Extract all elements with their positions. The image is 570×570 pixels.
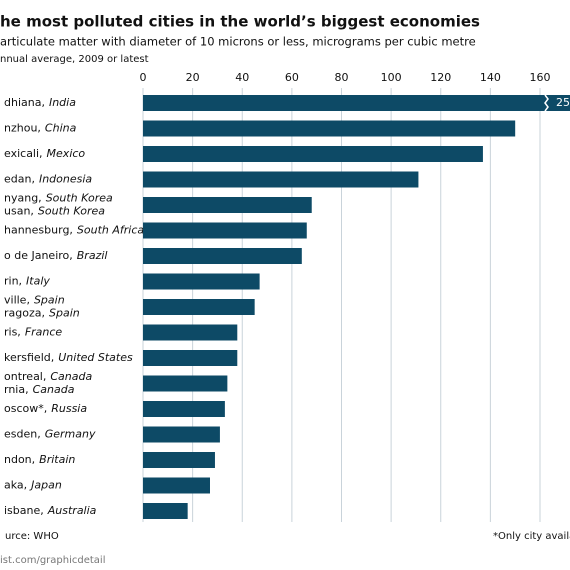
category-label: oscow*, Russia	[4, 402, 87, 415]
category-label: ontreal, Canada	[4, 370, 92, 383]
x-tick-label: 140	[480, 71, 501, 84]
city: rnia,	[4, 383, 29, 396]
city: ragoza,	[4, 307, 45, 320]
country: China	[45, 122, 77, 135]
bar	[143, 120, 516, 137]
country: India	[49, 96, 76, 109]
city: ris,	[4, 326, 21, 339]
city: nyang,	[4, 192, 42, 205]
category-label: hannesburg, South Africa	[4, 224, 144, 237]
bar	[143, 426, 220, 443]
bar	[143, 503, 188, 519]
bar	[143, 273, 260, 290]
country: South Korea	[46, 192, 113, 205]
x-tick-label: 160	[530, 71, 551, 84]
category-label: usan, South Korea	[4, 205, 105, 218]
category-label: ris, France	[4, 326, 62, 339]
category-label: aka, Japan	[4, 479, 62, 492]
country: Britain	[39, 453, 75, 466]
city: usan,	[4, 205, 34, 218]
country: Spain	[34, 294, 65, 307]
x-tick-label: 80	[335, 71, 349, 84]
city: ville,	[4, 294, 30, 307]
city: exicali,	[4, 147, 43, 160]
footnote: *Only city availab	[493, 531, 570, 542]
country: Australia	[47, 504, 97, 517]
city: rin,	[4, 275, 22, 288]
city: kersfield,	[4, 351, 54, 364]
category-label: nyang, South Korea	[4, 192, 113, 205]
country: Spain	[49, 307, 80, 320]
category-label: kersfield, United States	[4, 351, 133, 364]
bar	[143, 299, 255, 315]
city: dhiana,	[4, 96, 45, 109]
x-tick-label: 40	[235, 71, 249, 84]
country: Mexico	[47, 147, 86, 160]
city: aka,	[4, 479, 27, 492]
bar	[143, 95, 570, 111]
country: United States	[58, 351, 133, 364]
value-label: 251	[556, 96, 570, 109]
category-label: rnia, Canada	[4, 383, 75, 396]
bar	[143, 324, 238, 341]
bar	[143, 350, 238, 366]
country: Germany	[45, 428, 96, 441]
country: Japan	[29, 479, 62, 492]
x-tick-label: 60	[285, 71, 299, 84]
country: South Africa	[77, 224, 144, 237]
country: France	[25, 326, 63, 339]
bar	[143, 171, 419, 188]
bar	[143, 146, 483, 162]
bar	[143, 248, 302, 264]
country: Canada	[50, 370, 92, 383]
chart-subtitle: articulate matter with diameter of 10 mi…	[0, 35, 476, 49]
category-label: ragoza, Spain	[4, 307, 80, 320]
category-label: dhiana, India	[4, 96, 76, 109]
country: Indonesia	[39, 173, 92, 186]
city: ontreal,	[4, 370, 46, 383]
country: Brazil	[77, 249, 108, 262]
city: o de Janeiro,	[4, 249, 73, 262]
country: Canada	[33, 383, 75, 396]
source: urce: WHO	[5, 531, 59, 542]
bar	[143, 452, 215, 468]
category-label: ndon, Britain	[4, 453, 75, 466]
category-label: isbane, Australia	[4, 504, 97, 517]
x-tick-label: 100	[381, 71, 402, 84]
country: Italy	[26, 275, 50, 288]
bar	[143, 477, 210, 494]
x-tick-label: 120	[430, 71, 451, 84]
country: Russia	[51, 402, 87, 415]
bar	[143, 401, 225, 417]
city: edan,	[4, 173, 35, 186]
chart-title: he most polluted cities in the world’s b…	[0, 13, 480, 31]
x-tick-label: 20	[186, 71, 200, 84]
bar	[143, 222, 307, 239]
city: isbane,	[4, 504, 44, 517]
city: ndon,	[4, 453, 35, 466]
city: nzhou,	[4, 122, 41, 135]
category-label: ville, Spain	[4, 294, 65, 307]
city: esden,	[4, 428, 41, 441]
break-marker	[544, 94, 549, 112]
country: South Korea	[38, 205, 105, 218]
category-label: nzhou, China	[4, 122, 77, 135]
category-label: esden, Germany	[4, 428, 96, 441]
credit: ist.com/graphicdetail	[0, 555, 105, 566]
category-label: edan, Indonesia	[4, 173, 92, 186]
chart-note: nnual average, 2009 or latest	[0, 54, 149, 65]
category-label: o de Janeiro, Brazil	[4, 249, 107, 262]
category-label: rin, Italy	[4, 275, 50, 288]
x-tick-label: 0	[140, 71, 147, 84]
city: oscow*,	[4, 402, 47, 415]
bar	[143, 375, 228, 392]
city: hannesburg,	[4, 224, 73, 237]
category-label: exicali, Mexico	[4, 147, 85, 160]
bar	[143, 197, 312, 213]
